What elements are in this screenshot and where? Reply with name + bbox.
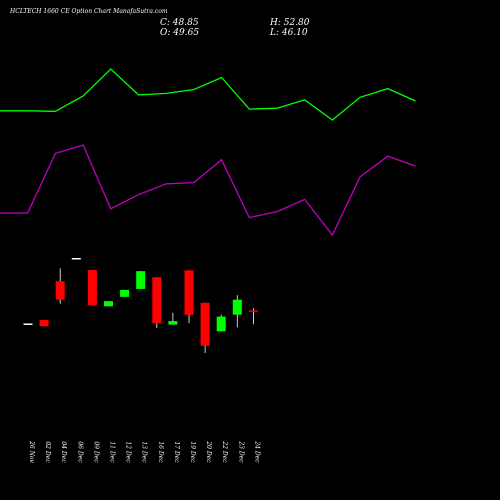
x-tick-label: 06 Dec xyxy=(76,441,83,463)
candle-body xyxy=(232,299,242,315)
candle-body xyxy=(23,323,33,325)
x-tick-label: 19 Dec xyxy=(189,441,196,463)
series-line-magenta xyxy=(0,144,416,237)
candle-body xyxy=(104,301,113,307)
candle xyxy=(71,258,81,260)
candle-body xyxy=(55,281,65,300)
low-value: L: 46.10 xyxy=(270,28,308,38)
candle xyxy=(248,308,258,325)
candle-body xyxy=(120,289,130,297)
candle xyxy=(136,271,146,289)
candle xyxy=(87,270,97,306)
candle-body xyxy=(168,321,178,325)
high-value: H: 52.80 xyxy=(270,18,310,28)
candle xyxy=(216,314,226,332)
x-tick-label: 20 Dec xyxy=(205,440,212,463)
candle-body xyxy=(216,316,226,332)
chart-title: HCLTECH 1660 CE Option Chart ManafaSutra… xyxy=(10,8,168,15)
x-tick-label: 16 Dec xyxy=(157,441,164,463)
x-tick-label: 24 Dec xyxy=(253,440,260,463)
x-tick-label: 11 Dec xyxy=(109,441,116,463)
x-tick-label: 22 Dec xyxy=(221,440,228,463)
candle xyxy=(120,289,130,297)
candle xyxy=(39,319,49,327)
close-value: C: 48.85 xyxy=(160,18,199,28)
candle-body xyxy=(248,310,258,312)
candle xyxy=(23,323,33,325)
candle xyxy=(152,277,162,329)
candle-body xyxy=(136,271,146,289)
candle xyxy=(55,268,65,304)
indicator-lines xyxy=(0,68,416,237)
x-tick-label: 17 Dec xyxy=(173,441,180,463)
x-tick-label: 23 Dec xyxy=(237,440,244,463)
candle xyxy=(232,295,242,328)
x-tick-label: 26 Nov xyxy=(28,440,35,463)
series-line-green xyxy=(0,68,416,121)
candle xyxy=(168,312,178,325)
x-tick-label: 12 Dec xyxy=(125,441,132,463)
candle-body xyxy=(184,270,194,315)
x-axis-labels: 26 Nov 02 Dec 04 Dec 06 Dec 09 Dec 11 Dec 12 D… xyxy=(28,440,260,463)
x-tick-label: 04 Dec xyxy=(60,441,67,463)
x-tick-label: 13 Dec xyxy=(141,441,148,463)
candle xyxy=(184,270,194,324)
candle-body xyxy=(200,302,210,346)
candle-body xyxy=(39,319,49,327)
candle-body xyxy=(152,277,162,324)
candles xyxy=(23,258,258,353)
x-tick-label: 02 Dec xyxy=(44,441,51,463)
candle-body xyxy=(71,258,81,260)
x-tick-label: 09 Dec xyxy=(92,441,99,463)
candle-body xyxy=(87,270,97,306)
candle xyxy=(104,301,113,307)
open-value: O: 49.65 xyxy=(160,28,200,38)
candle xyxy=(200,302,210,353)
